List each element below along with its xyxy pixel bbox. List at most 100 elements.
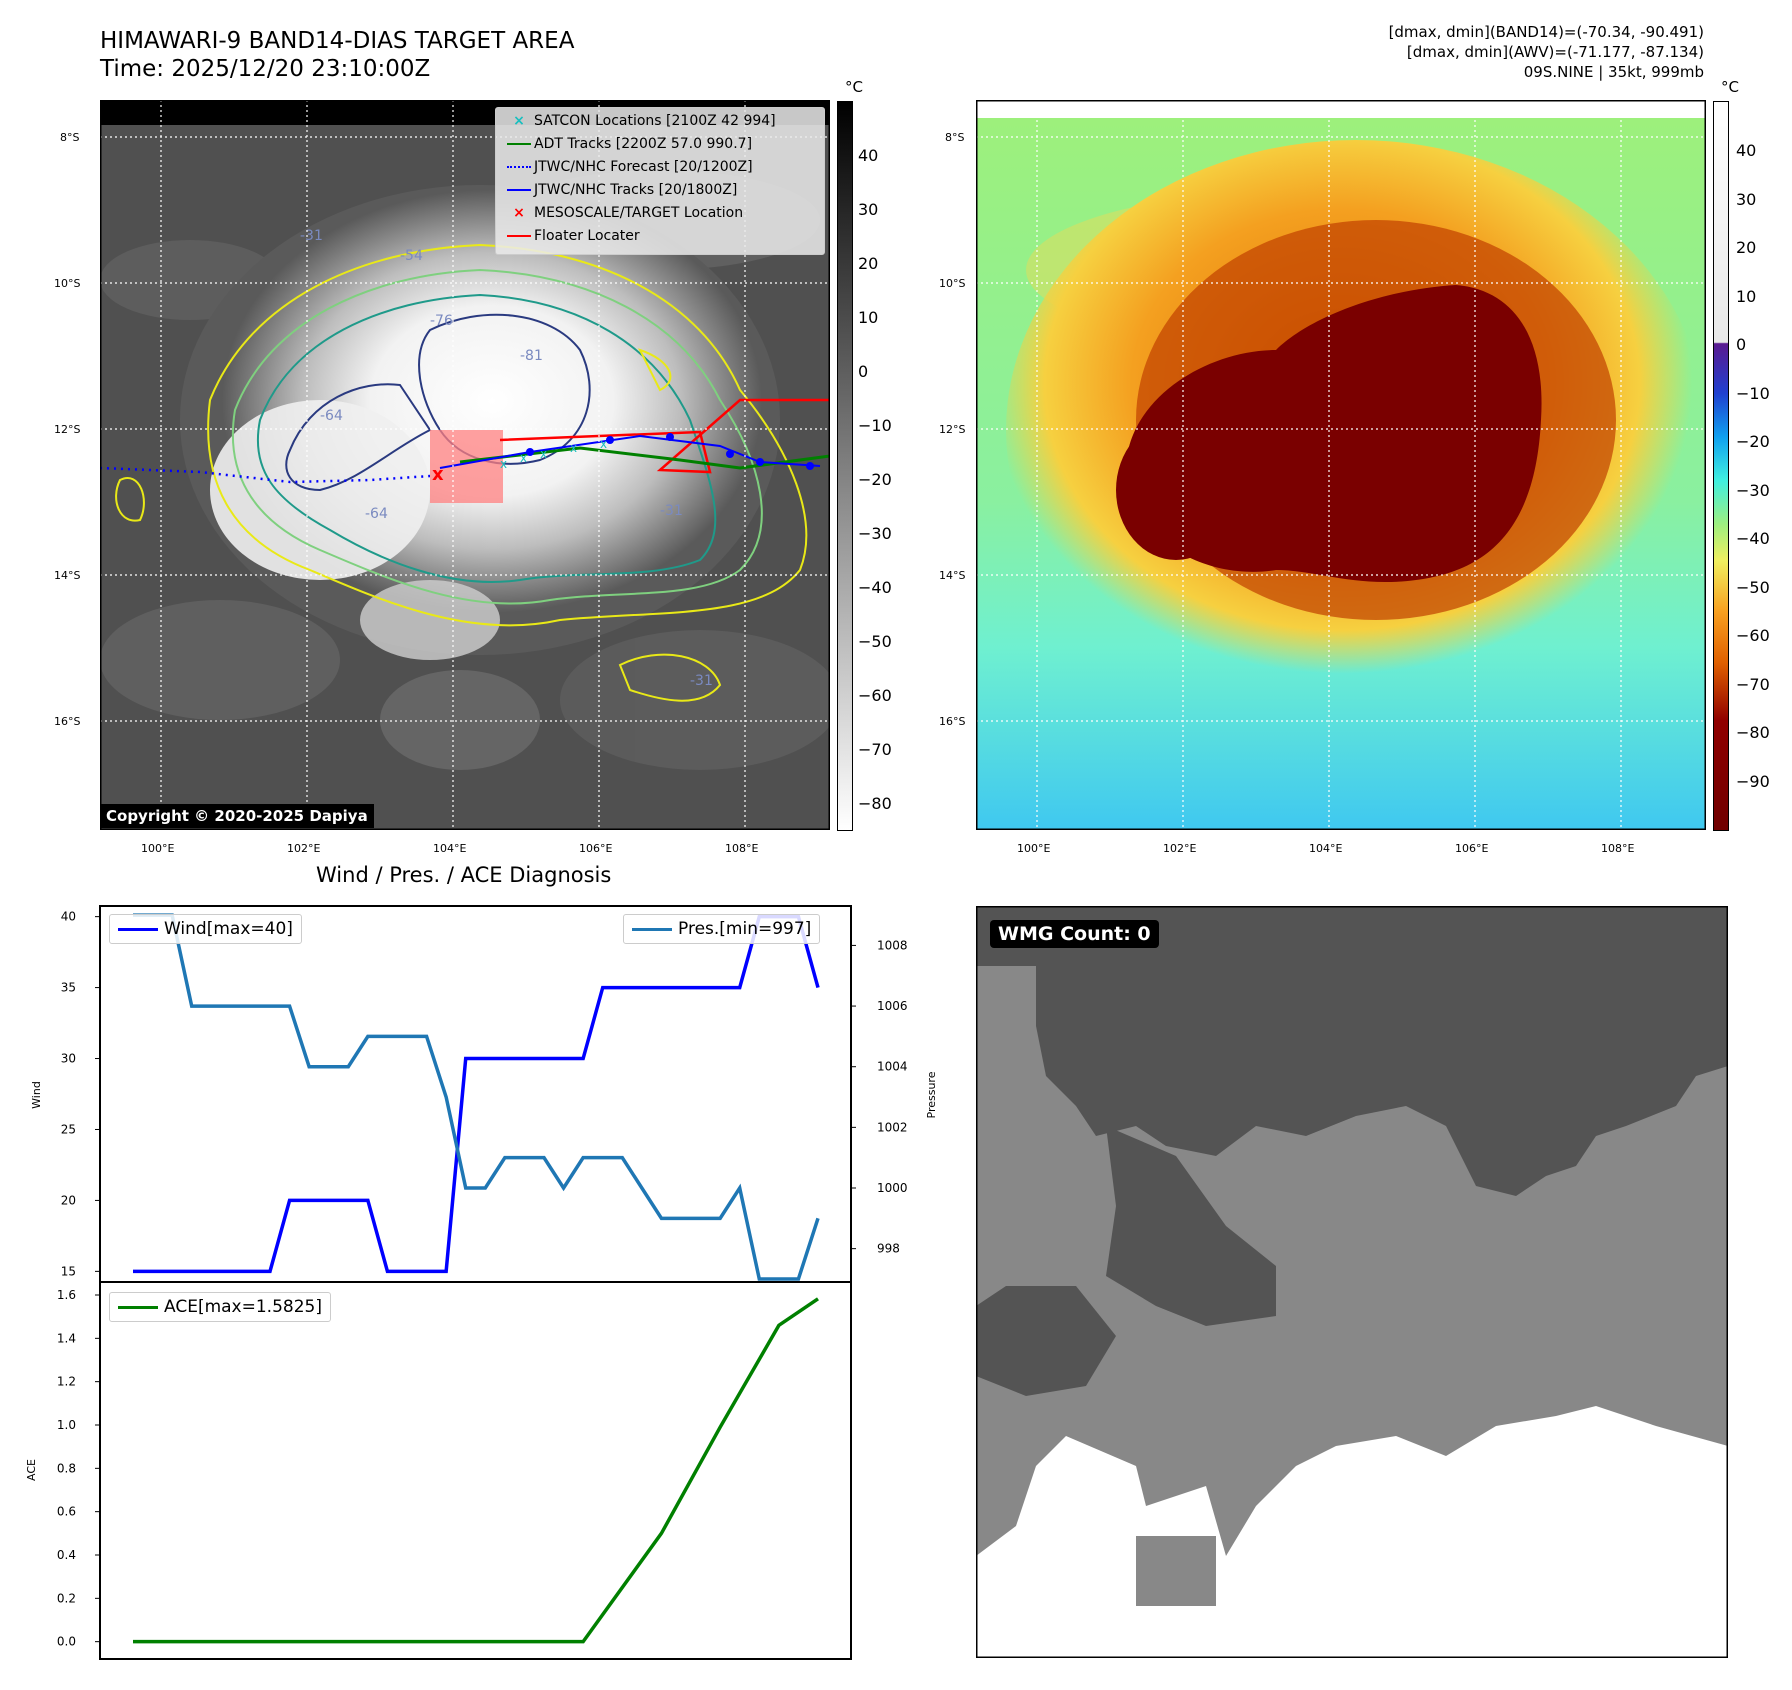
pressure-yticks: 998 1000 1002 1004 1006 1008 — [851, 938, 908, 1256]
right-colorbar — [1713, 101, 1729, 831]
left-colorbar-unit: °C — [845, 78, 863, 96]
ace-yticks: 0.0 0.2 0.4 0.6 0.8 1.0 1.2 1.4 1.6 — [57, 1288, 100, 1649]
lat-label: 16°S — [939, 715, 966, 728]
pressure-tick-label: 1006 — [877, 999, 908, 1013]
pressure-tick-label: 1000 — [877, 1181, 908, 1195]
ace-tick-label: 0.8 — [57, 1461, 76, 1475]
pressure-tick-label: 1002 — [877, 1120, 908, 1134]
left-colorbar — [837, 101, 853, 831]
wind-axis-label: Wind — [30, 1081, 43, 1109]
floater-locater-line — [499, 398, 830, 474]
lon-label: 102°E — [1163, 842, 1197, 855]
ace-tick-label: 1.2 — [57, 1375, 76, 1389]
lon-label: 104°E — [1309, 842, 1343, 855]
copyright-label: Copyright © 2020-2025 Dapiya — [100, 804, 374, 828]
svg-text:-76: -76 — [430, 313, 453, 329]
lon-label: 100°E — [141, 842, 175, 855]
pressure-legend: Pres.[min=997] — [623, 914, 821, 944]
lat-label: 14°S — [54, 569, 81, 582]
ace-axis-label: ACE — [25, 1459, 38, 1481]
svg-text:x: x — [540, 447, 547, 461]
lon-label: 108°E — [725, 842, 759, 855]
map-gridlines — [100, 100, 830, 830]
wind-yticks: 15 20 25 30 35 40 — [61, 910, 100, 1278]
svg-text:-31: -31 — [300, 228, 323, 244]
legend-mesoscale: × MESOSCALE/TARGET Location — [513, 205, 744, 221]
map-title-line2: Time: 2025/12/20 23:10:00Z — [100, 56, 431, 82]
awv-map-panel — [976, 100, 1706, 830]
adt-track-line — [459, 446, 830, 470]
info-line3: 09S.NINE | 35kt, 999mb — [1523, 63, 1704, 81]
wmg-map-svg — [976, 906, 1728, 1658]
legend-adt: ADT Tracks [2200Z 57.0 990.7] — [504, 136, 752, 152]
svg-text:x: x — [600, 437, 607, 451]
mesoscale-box — [430, 430, 503, 503]
pressure-tick-label: 1008 — [877, 938, 908, 952]
lon-label: 106°E — [1455, 842, 1489, 855]
wind-series-line — [133, 914, 820, 1274]
wind-legend: Wind[max=40] — [109, 914, 302, 944]
lat-label: 16°S — [54, 715, 81, 728]
wind-tick-label: 20 — [61, 1193, 76, 1207]
wind-pressure-axes — [99, 905, 852, 1283]
jtwc-forecast-line — [100, 466, 431, 484]
target-marker: x — [432, 464, 444, 485]
ace-legend-label: ACE[max=1.5825] — [164, 1297, 322, 1317]
wind-tick-label: 25 — [61, 1122, 76, 1136]
wind-tick-label: 30 — [61, 1052, 76, 1066]
ace-axes — [99, 1281, 852, 1660]
lat-label: 8°S — [60, 131, 80, 144]
right-colorbar-unit: °C — [1721, 78, 1739, 96]
info-line2: [dmax, dmin](AWV)=(-71.177, -87.134) — [1406, 43, 1704, 61]
svg-text:-31: -31 — [660, 503, 683, 519]
svg-text:-64: -64 — [320, 408, 343, 424]
ace-series-line — [133, 1297, 819, 1644]
lon-label: 106°E — [579, 842, 613, 855]
lat-label: 10°S — [54, 277, 81, 290]
pressure-axis-label: Pressure — [925, 1071, 938, 1118]
svg-text:-64: -64 — [365, 506, 388, 522]
wmg-panel: WMG Count: 0 — [976, 906, 1728, 1658]
svg-text:x: x — [500, 457, 507, 471]
ace-tick-label: 0.6 — [57, 1505, 76, 1519]
ace-tick-label: 0.0 — [57, 1635, 76, 1649]
ace-tick-label: 1.6 — [57, 1288, 76, 1302]
ace-tick-label: 0.4 — [57, 1548, 76, 1562]
jtwc-track-points — [526, 433, 814, 470]
pressure-legend-label: Pres.[min=997] — [678, 919, 812, 939]
svg-text:x: x — [520, 451, 527, 465]
wmg-count-badge: WMG Count: 0 — [990, 920, 1159, 948]
lon-label: 102°E — [287, 842, 321, 855]
lat-label: 14°S — [939, 569, 966, 582]
svg-text:-54: -54 — [400, 248, 423, 264]
pressure-legend-swatch — [632, 927, 672, 931]
awv-map-svg — [976, 100, 1706, 830]
diagnosis-title: Wind / Pres. / ACE Diagnosis — [316, 863, 612, 887]
wind-tick-label: 15 — [61, 1264, 76, 1278]
lat-label: 8°S — [945, 131, 965, 144]
lat-label: 12°S — [54, 423, 81, 436]
legend-floater: Floater Locater — [504, 228, 640, 244]
svg-text:x: x — [570, 441, 577, 455]
svg-text:-31: -31 — [690, 673, 713, 689]
legend-jtwc-forecast: JTWC/NHC Forecast [20/1200Z] — [504, 159, 753, 175]
wind-tick-label: 40 — [61, 910, 76, 924]
info-line1: [dmax, dmin](BAND14)=(-70.34, -90.491) — [1388, 23, 1704, 41]
pressure-series-line — [133, 913, 820, 1281]
contour-labels: -31 -54 -76 -81 -64 -64 -31 -31 — [300, 228, 713, 689]
lon-label: 104°E — [433, 842, 467, 855]
ace-legend-swatch — [118, 1305, 158, 1309]
map-title-line1: HIMAWARI-9 BAND14-DIAS TARGET AREA — [100, 28, 575, 54]
svg-text:-81: -81 — [520, 348, 543, 364]
ace-tick-label: 1.0 — [57, 1418, 76, 1432]
ace-tick-label: 0.2 — [57, 1591, 76, 1605]
lon-label: 108°E — [1601, 842, 1635, 855]
ace-tick-label: 1.4 — [57, 1331, 76, 1345]
ace-legend: ACE[max=1.5825] — [109, 1292, 331, 1322]
lat-label: 12°S — [939, 423, 966, 436]
wind-tick-label: 35 — [61, 981, 76, 995]
diagnosis-series — [133, 913, 820, 1644]
legend-jtwc-tracks: JTWC/NHC Tracks [20/1800Z] — [504, 182, 737, 198]
